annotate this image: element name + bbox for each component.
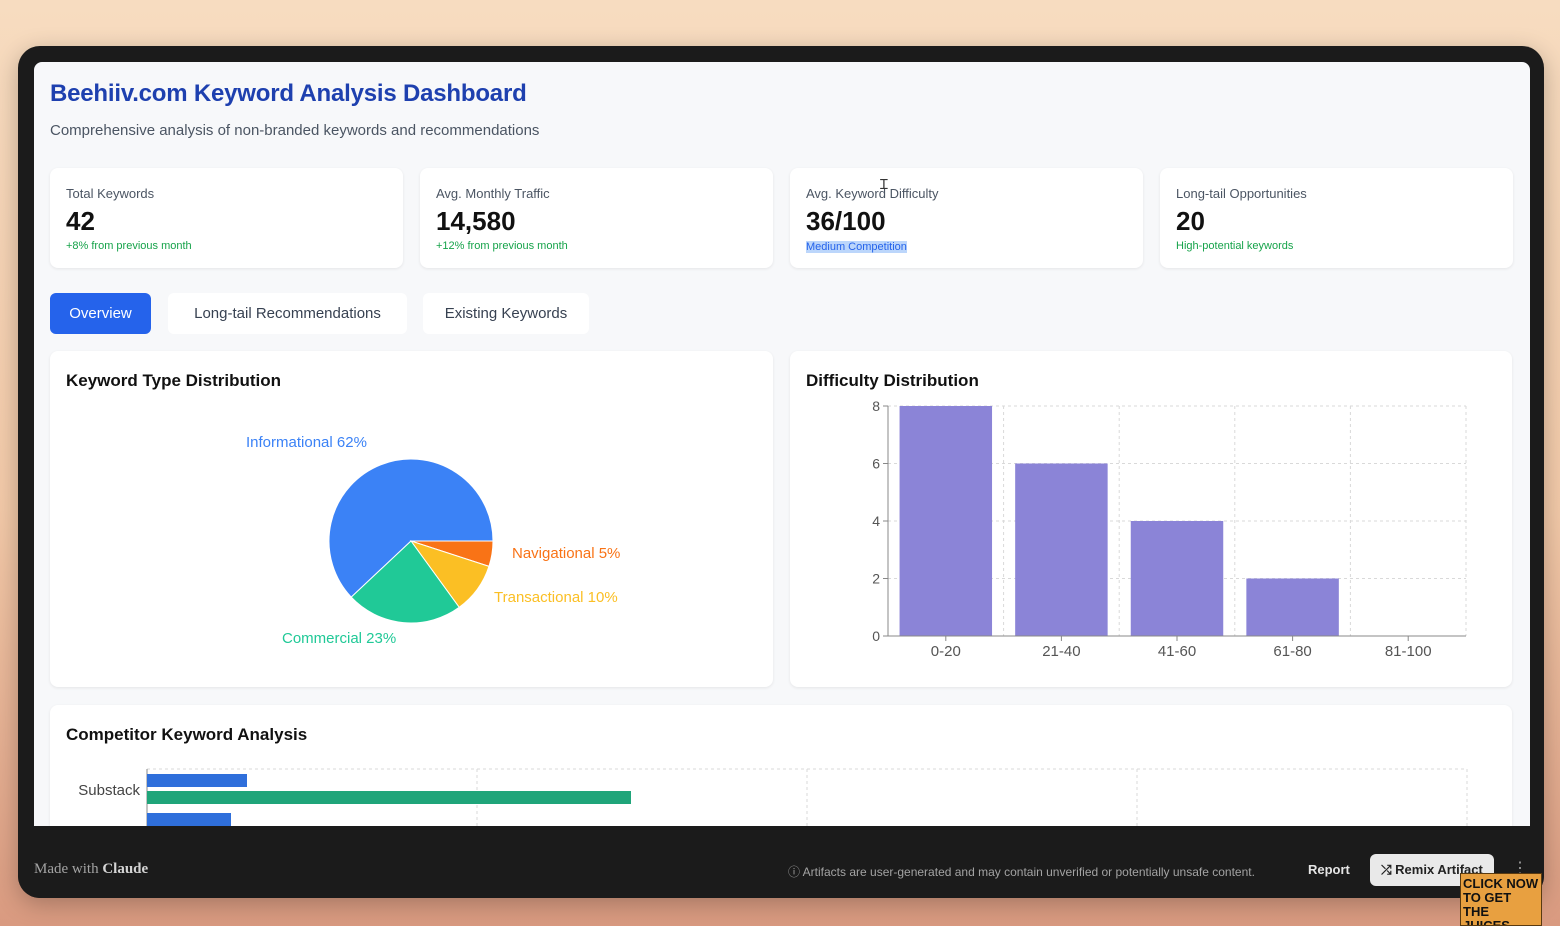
stat-label: Avg. Keyword Difficulty <box>806 186 939 201</box>
x-tick-label: 0-20 <box>931 643 961 660</box>
y-tick-label: 6 <box>872 456 880 472</box>
competitor-chart: Substack <box>78 768 1468 826</box>
y-tick-label: 8 <box>872 398 880 414</box>
bar-substack-series-1 <box>147 774 247 787</box>
bar-21-40[interactable] <box>1015 463 1108 637</box>
bar-0-20[interactable] <box>899 406 993 636</box>
bar-61-80[interactable] <box>1246 578 1339 637</box>
dashboard-header: Beehiiv.com Keyword Analysis Dashboard C… <box>50 80 539 139</box>
y-tick-label: 0 <box>872 628 880 644</box>
page-title: Beehiiv.com Keyword Analysis Dashboard <box>50 80 527 107</box>
stat-card-monthly-traffic: Avg. Monthly Traffic 14,580 +12% from pr… <box>420 168 773 268</box>
stat-card-longtail: Long-tail Opportunities 20 High-potentia… <box>1160 168 1513 268</box>
stat-label: Avg. Monthly Traffic <box>436 186 550 201</box>
panel-title: Competitor Keyword Analysis <box>66 725 308 744</box>
tab-longtail-recommendations[interactable]: Long-tail Recommendations <box>168 293 407 334</box>
pie-slice[interactable] <box>350 540 460 624</box>
pie-chart: Informational 62% Navigational 5% Transact… <box>246 434 620 647</box>
artifact-screen: Beehiiv.com Keyword Analysis Dashboard C… <box>34 62 1530 826</box>
artifact-footer: Made with Claude ⓘ Artifacts are user-ge… <box>18 842 1544 898</box>
stat-label: Long-tail Opportunities <box>1176 186 1307 201</box>
y-tick-label: 2 <box>872 571 880 587</box>
page-subtitle: Comprehensive analysis of non-branded ke… <box>50 122 540 139</box>
more-options-icon[interactable]: ⋮ <box>1512 860 1528 877</box>
promo-badge[interactable]: CLICK NOW TO GET THE JUICES <box>1460 873 1542 926</box>
x-tick-label: 61-80 <box>1273 643 1311 660</box>
stat-card-keyword-difficulty: Avg. Keyword Difficulty 36/100 Medium Co… <box>790 168 1143 268</box>
text-cursor-icon: Ɪ <box>880 176 888 192</box>
pie-label: Commercial 23% <box>282 630 396 647</box>
stat-card-total-keywords: Total Keywords 42 +8% from previous mont… <box>50 168 403 268</box>
tab-overview[interactable]: Overview <box>50 293 151 334</box>
tab-existing-keywords[interactable]: Existing Keywords <box>423 293 589 334</box>
stat-value: 42 <box>66 206 95 236</box>
report-button[interactable]: Report <box>1308 862 1350 877</box>
category-label-substack: Substack <box>78 782 140 799</box>
stat-note-selected: Medium Competition <box>806 241 907 253</box>
made-with-claude[interactable]: Made with Claude <box>34 861 148 878</box>
stat-note: +8% from previous month <box>66 240 192 252</box>
stat-label: Total Keywords <box>66 186 155 201</box>
competitor-panel: Competitor Keyword Analysis Substack <box>50 705 1512 826</box>
disclaimer-text: ⓘ Artifacts are user-generated and may c… <box>788 865 1255 879</box>
pie-slice[interactable] <box>328 458 494 598</box>
x-tick-label: 21-40 <box>1042 643 1080 660</box>
pie-label: Transactional 10% <box>494 589 618 606</box>
stat-value: 14,580 <box>436 206 516 236</box>
stat-value: 20 <box>1176 206 1205 236</box>
made-with-label: Made with <box>34 861 99 877</box>
bar-substack-series-2 <box>147 791 631 804</box>
bar-41-60[interactable] <box>1130 521 1224 636</box>
y-tick-label: 4 <box>872 513 880 529</box>
claude-brand: Claude <box>102 861 149 877</box>
difficulty-panel: Difficulty Distribution 0 2 4 6 8 0-20 21-40 41… <box>790 351 1512 687</box>
keyword-type-panel: Keyword Type Distribution Informational … <box>50 351 773 687</box>
x-tick-label: 81-100 <box>1385 643 1432 660</box>
panel-title: Difficulty Distribution <box>806 371 979 390</box>
pie-label: Informational 62% <box>246 434 367 451</box>
stat-value: 36/100 <box>806 206 886 236</box>
bar-next-series-1 <box>147 813 231 826</box>
pie-label: Navigational 5% <box>512 545 620 562</box>
stat-note: High-potential keywords <box>1176 240 1294 252</box>
x-tick-label: 41-60 <box>1158 643 1196 660</box>
stat-note: +12% from previous month <box>436 240 568 252</box>
bar-chart: 0 2 4 6 8 0-20 21-40 41-60 61-80 81-100 <box>872 398 1467 660</box>
panel-title: Keyword Type Distribution <box>66 371 282 390</box>
